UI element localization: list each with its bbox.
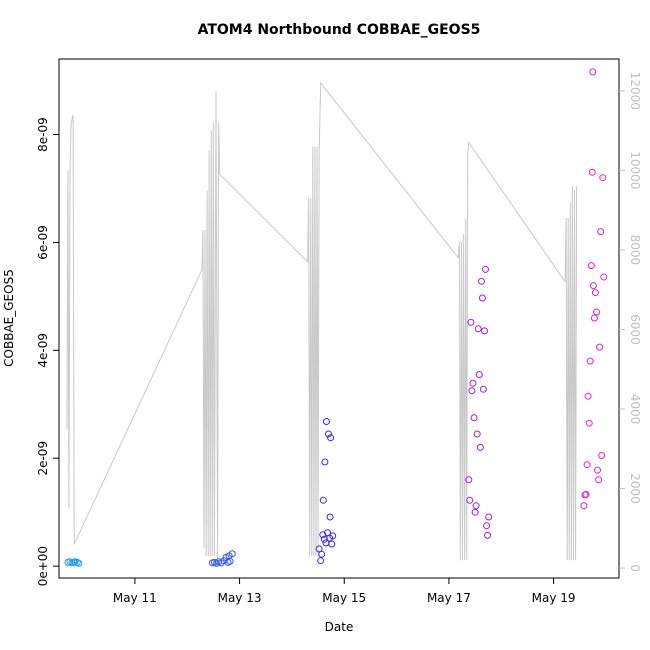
y2-tick-label: 2000 — [628, 473, 642, 504]
data-point — [329, 532, 337, 540]
y2-tick-label: 6000 — [628, 314, 642, 345]
data-point — [598, 452, 606, 459]
data-point — [477, 277, 485, 285]
x-axis-label: Date — [325, 620, 354, 634]
data-point — [599, 174, 607, 182]
data-point — [481, 327, 488, 335]
x-tick-label: May 19 — [532, 591, 576, 605]
data-point — [325, 430, 332, 438]
data-point — [226, 557, 234, 565]
plot-frame — [58, 58, 620, 579]
data-point — [585, 419, 593, 427]
data-point — [485, 513, 493, 521]
data-point — [484, 531, 492, 539]
data-point — [326, 513, 334, 521]
data-point — [600, 273, 608, 281]
data-point — [213, 559, 220, 567]
data-point — [478, 294, 486, 302]
y-tick-label: 8e-09 — [36, 117, 50, 152]
data-point — [468, 387, 476, 395]
data-point — [588, 168, 596, 176]
x-tick-label: May 17 — [427, 591, 471, 605]
data-point — [315, 545, 323, 553]
data-point — [586, 357, 594, 365]
y-tick-label: 0e+00 — [36, 546, 50, 586]
data-point — [591, 289, 599, 297]
data-point — [318, 550, 326, 558]
data-point — [594, 466, 601, 474]
data-point — [466, 496, 474, 504]
y2-tick-label: 8000 — [628, 235, 642, 266]
y2-tick-label: 0 — [628, 564, 642, 572]
data-point — [317, 557, 325, 565]
data-point — [483, 522, 491, 530]
x-tick-label: May 11 — [113, 591, 157, 605]
y-tick-label: 2e-09 — [36, 441, 50, 476]
altitude-line — [66, 81, 578, 561]
data-point — [589, 68, 597, 76]
data-point — [593, 308, 600, 316]
data-point — [467, 318, 475, 326]
data-point — [580, 502, 588, 510]
data-point — [482, 265, 489, 273]
axes: May 11 May 13 May 15 May 17 May 19 0e+00 2e-09… — [36, 58, 642, 605]
data-point — [328, 540, 336, 548]
y-axis-label: COBBAE_GEOS5 — [2, 269, 16, 367]
data-point — [595, 476, 603, 484]
x-tick-label: May 15 — [322, 591, 366, 605]
data-point — [327, 434, 335, 442]
data-point — [472, 502, 480, 510]
data-point — [584, 392, 592, 400]
chart-title: ATOM4 Northbound COBBAE_GEOS5 — [198, 22, 481, 38]
data-point — [228, 550, 236, 558]
data-point — [473, 430, 481, 438]
data-point — [474, 325, 482, 333]
y2-tick-label: 12000 — [628, 72, 642, 110]
data-point — [589, 282, 597, 290]
data-point — [583, 461, 591, 469]
y2-tick-label: 4000 — [628, 394, 642, 425]
data-point — [322, 418, 330, 425]
data-point — [597, 228, 605, 236]
data-point — [319, 496, 327, 504]
x-tick-label: May 13 — [218, 591, 262, 605]
data-point — [587, 262, 595, 270]
data-point — [75, 559, 83, 567]
data-point — [469, 379, 477, 387]
y2-tick-label: 10000 — [628, 151, 642, 189]
data-point — [479, 385, 487, 393]
data-point — [471, 508, 479, 516]
data-point — [476, 443, 484, 451]
data-point — [475, 371, 483, 379]
data-point — [582, 490, 590, 498]
data-point — [321, 458, 329, 466]
plot-area — [64, 68, 608, 567]
data-point — [320, 535, 328, 543]
data-point — [470, 414, 478, 422]
y-tick-label: 4e-09 — [36, 333, 50, 368]
data-point — [596, 343, 604, 351]
y-tick-label: 6e-09 — [36, 225, 50, 260]
data-point — [73, 558, 81, 566]
data-point — [590, 314, 598, 322]
data-point — [465, 476, 473, 484]
